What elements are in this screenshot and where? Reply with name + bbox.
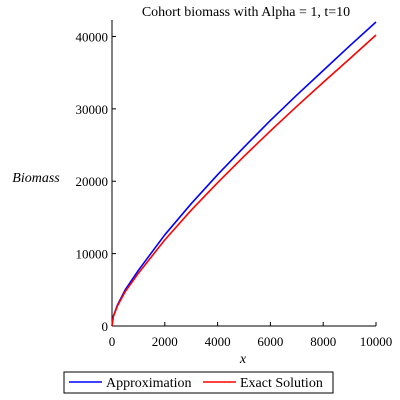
series-line-approximation [111, 21, 377, 327]
plot-area: 0 2000 4000 6000 8000 10000 0 10000 20000 30000 4… [76, 20, 393, 349]
y-tick-label: 20000 [76, 174, 109, 189]
y-tick-label: 40000 [76, 29, 109, 44]
y-tick-label: 10000 [76, 247, 109, 262]
x-tick-label: 8000 [310, 334, 336, 349]
x-tick-label: 10000 [360, 334, 393, 349]
y-axis-ticks: 0 10000 20000 30000 40000 [76, 29, 116, 334]
y-tick-label: 30000 [76, 102, 109, 117]
legend-box [63, 371, 334, 394]
series-line-exact-solution [111, 34, 377, 327]
x-tick-label: 4000 [205, 334, 231, 349]
legend-label-approximation: Approximation [106, 376, 192, 391]
x-tick-label: 2000 [152, 334, 178, 349]
x-axis-ticks: 0 2000 4000 6000 8000 10000 [109, 322, 393, 349]
legend: Approximation Exact Solution [63, 371, 334, 394]
x-axis-label: x [239, 352, 247, 367]
series-lines [111, 21, 377, 327]
y-axis-label: Biomass [12, 171, 60, 186]
x-tick-label: 6000 [257, 334, 283, 349]
chart-title: Cohort biomass with Alpha = 1, t=10 [142, 5, 350, 20]
legend-label-exact-solution: Exact Solution [240, 376, 323, 391]
x-tick-label: 0 [109, 334, 116, 349]
y-tick-label: 0 [102, 319, 109, 334]
